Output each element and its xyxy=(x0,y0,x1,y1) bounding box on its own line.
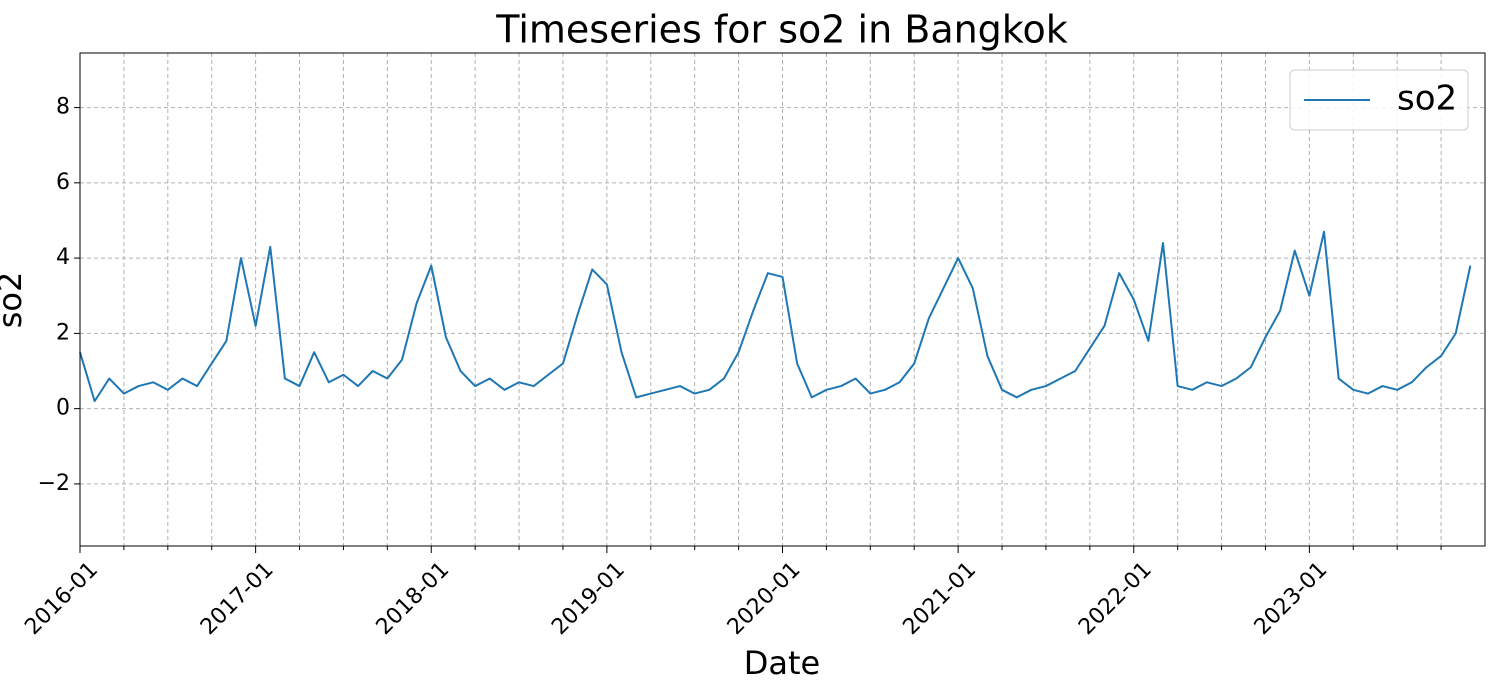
legend-label: so2 xyxy=(1397,79,1457,119)
legend-box xyxy=(1289,69,1469,131)
x-axis-label: Date xyxy=(744,644,820,682)
x-tick-label: 2022-01 xyxy=(1074,557,1157,640)
data-line xyxy=(79,230,1472,403)
legend: so2 xyxy=(1289,69,1469,131)
x-tick-label: 2023-01 xyxy=(1250,557,1333,640)
y-axis-label: so2 xyxy=(0,272,29,329)
x-tick-label: 2019-01 xyxy=(547,557,630,640)
y-tick-label: 6 xyxy=(56,170,70,195)
x-tick-label: 2017-01 xyxy=(196,557,279,640)
y-tick-label: −2 xyxy=(38,471,70,496)
x-tick-label: 2020-01 xyxy=(723,557,806,640)
y-tick-label: 0 xyxy=(56,396,70,421)
x-tick-label: 2021-01 xyxy=(898,557,981,640)
y-tick-label: 8 xyxy=(56,95,70,120)
x-tick-label: 2016-01 xyxy=(20,557,103,640)
chart-title: Timeseries for so2 in Bangkok xyxy=(495,8,1067,52)
y-tick-label: 4 xyxy=(56,245,70,270)
plot-frame xyxy=(79,52,1486,547)
y-tick-label: 2 xyxy=(56,320,70,345)
x-tick-label: 2018-01 xyxy=(372,557,455,640)
